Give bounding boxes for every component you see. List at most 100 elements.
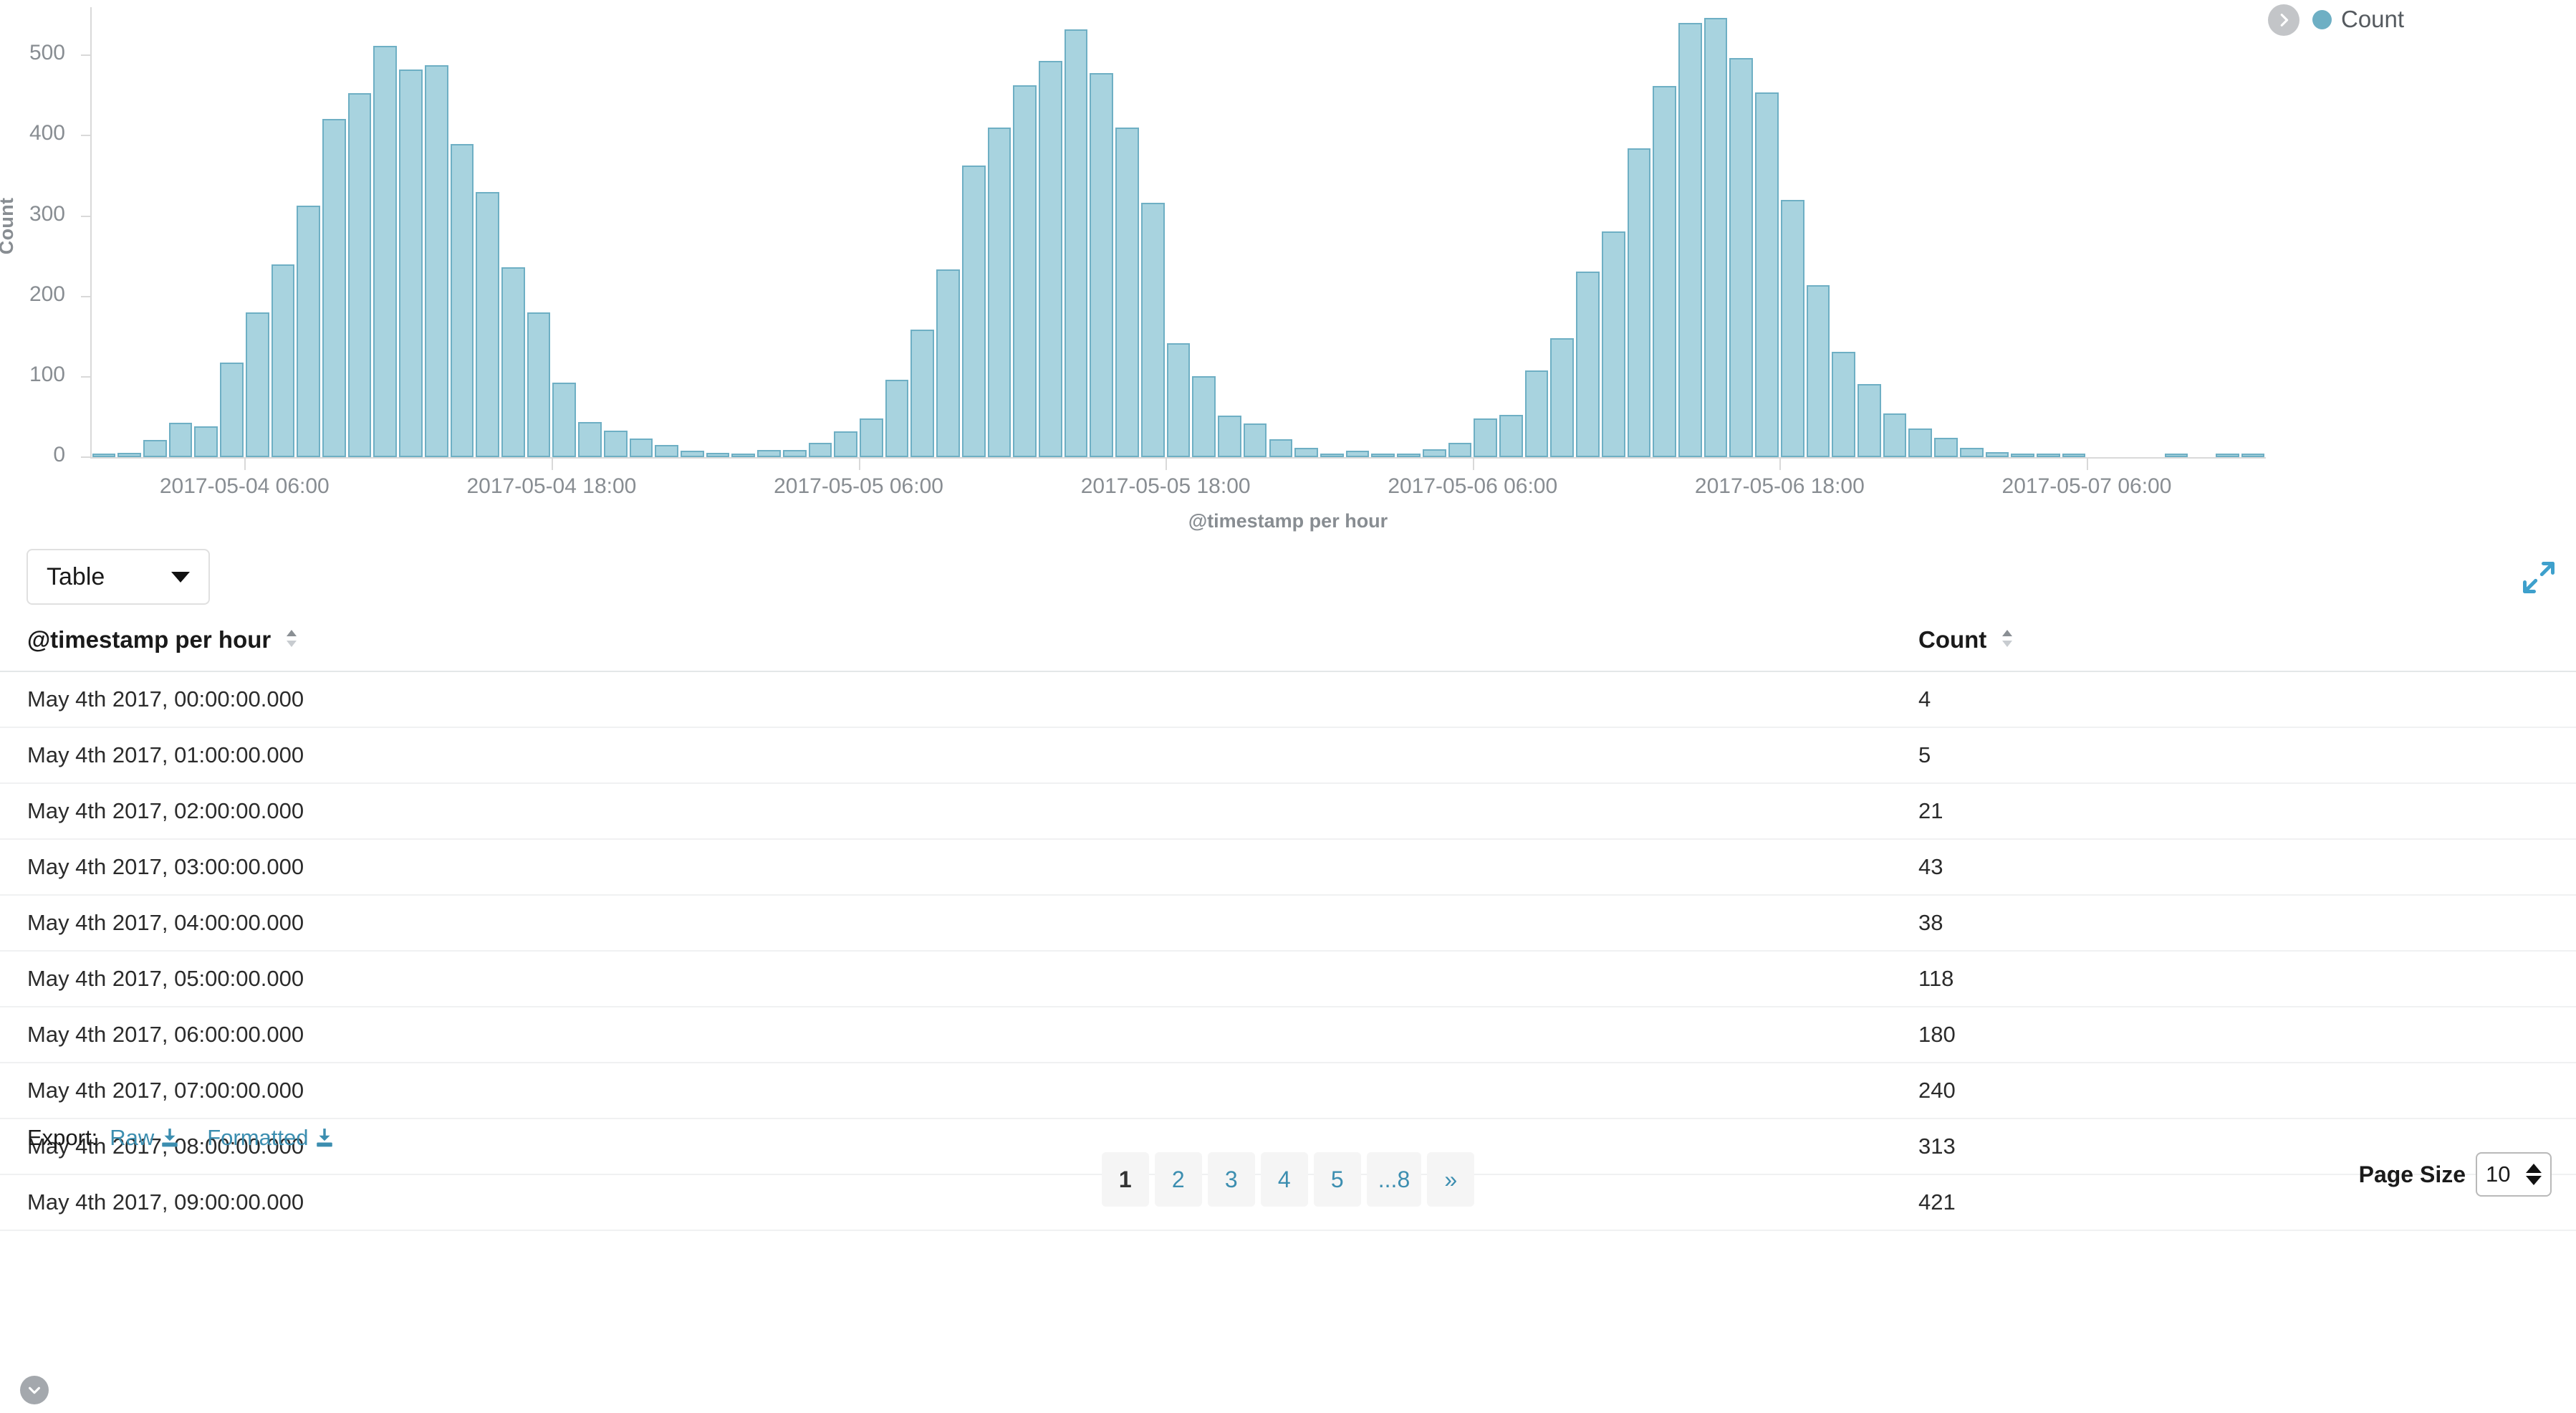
- histogram-bar[interactable]: [834, 431, 857, 457]
- histogram-bar[interactable]: [1218, 415, 1241, 457]
- stepper-down-icon[interactable]: [2526, 1176, 2542, 1185]
- histogram-bar[interactable]: [1883, 413, 1907, 457]
- histogram-bar[interactable]: [782, 449, 807, 457]
- histogram-bar[interactable]: [2062, 454, 2086, 457]
- histogram-bar[interactable]: [578, 421, 602, 457]
- histogram-bar[interactable]: [552, 382, 577, 457]
- histogram-bar[interactable]: [220, 362, 244, 457]
- expand-panel-button[interactable]: [2520, 559, 2557, 596]
- histogram-bar[interactable]: [910, 329, 935, 457]
- sort-updown-icon[interactable]: [284, 628, 299, 655]
- histogram-bar[interactable]: [117, 453, 141, 457]
- histogram-bar[interactable]: [1627, 148, 1651, 457]
- footer-collapse-toggle[interactable]: [20, 1376, 49, 1404]
- histogram-bar[interactable]: [245, 312, 269, 457]
- histogram-bar[interactable]: [1269, 439, 1293, 457]
- histogram-bar[interactable]: [1115, 128, 1139, 457]
- table-row[interactable]: May 4th 2017, 01:00:00.000 5: [0, 727, 2576, 784]
- histogram-bar[interactable]: [706, 453, 730, 457]
- page-size-input[interactable]: 10: [2476, 1152, 2552, 1197]
- histogram-bar[interactable]: [1422, 449, 1446, 457]
- histogram-bar[interactable]: [1243, 423, 1267, 457]
- pagination-next-button[interactable]: »: [1427, 1152, 1475, 1207]
- column-header-timestamp[interactable]: @timestamp per hour: [0, 626, 1891, 672]
- histogram-bar[interactable]: [1806, 285, 1830, 457]
- histogram-bar[interactable]: [731, 454, 756, 457]
- table-row[interactable]: May 4th 2017, 07:00:00.000 240: [0, 1063, 2576, 1119]
- histogram-bar[interactable]: [1397, 454, 1421, 457]
- histogram-bar[interactable]: [1729, 57, 1754, 457]
- histogram-bar[interactable]: [297, 206, 320, 457]
- chart-legend[interactable]: Count: [2312, 6, 2404, 33]
- histogram-bar[interactable]: [860, 418, 883, 457]
- histogram-bar[interactable]: [2164, 454, 2188, 457]
- table-row[interactable]: May 4th 2017, 03:00:00.000 43: [0, 839, 2576, 896]
- histogram-bar[interactable]: [1576, 271, 1600, 457]
- histogram-bar[interactable]: [1192, 375, 1216, 457]
- histogram-bar[interactable]: [885, 380, 909, 457]
- histogram-bar[interactable]: [322, 118, 346, 457]
- table-row[interactable]: May 4th 2017, 05:00:00.000 118: [0, 951, 2576, 1007]
- histogram-bar[interactable]: [1985, 452, 2009, 457]
- histogram-bar[interactable]: [1039, 61, 1062, 457]
- table-row[interactable]: May 4th 2017, 06:00:00.000 180: [0, 1007, 2576, 1063]
- histogram-bar[interactable]: [347, 93, 372, 457]
- histogram-bar[interactable]: [1524, 370, 1549, 457]
- histogram-bar[interactable]: [450, 143, 474, 457]
- column-header-count[interactable]: Count: [1891, 626, 2576, 672]
- export-raw-link[interactable]: Raw: [110, 1125, 179, 1151]
- histogram-bar[interactable]: [1780, 200, 1804, 457]
- table-row[interactable]: May 4th 2017, 04:00:00.000 38: [0, 895, 2576, 952]
- histogram-bar[interactable]: [2037, 454, 2060, 457]
- table-row[interactable]: May 4th 2017, 09:00:00.000 421: [0, 1174, 2576, 1231]
- histogram-bar[interactable]: [194, 426, 218, 457]
- histogram-bar[interactable]: [1908, 428, 1933, 457]
- table-row[interactable]: May 4th 2017, 00:00:00.000 4: [0, 671, 2576, 728]
- histogram-bar[interactable]: [1678, 23, 1702, 457]
- histogram-bar[interactable]: [1474, 418, 1497, 457]
- pagination-page-button[interactable]: 2: [1154, 1152, 1202, 1207]
- pagination-page-button[interactable]: ...8: [1366, 1152, 1422, 1207]
- pagination-page-button[interactable]: 3: [1207, 1152, 1255, 1207]
- view-mode-select[interactable]: Table: [27, 549, 210, 605]
- stepper-up-icon[interactable]: [2526, 1164, 2542, 1173]
- histogram-bar[interactable]: [1499, 414, 1523, 457]
- histogram-bar[interactable]: [373, 45, 398, 457]
- histogram-bar[interactable]: [629, 439, 653, 457]
- histogram-bar[interactable]: [1140, 202, 1165, 457]
- histogram-bar[interactable]: [655, 445, 678, 457]
- histogram-bar[interactable]: [1345, 451, 1370, 457]
- histogram-bar[interactable]: [2011, 454, 2035, 457]
- histogram-bar[interactable]: [168, 422, 193, 457]
- histogram-bar[interactable]: [1013, 85, 1037, 457]
- pagination-page-button[interactable]: 4: [1260, 1152, 1308, 1207]
- histogram-bar[interactable]: [1601, 231, 1625, 457]
- histogram-bar[interactable]: [92, 454, 116, 457]
- histogram-bar[interactable]: [476, 191, 499, 457]
- histogram-bar[interactable]: [1294, 447, 1318, 457]
- pagination-page-button[interactable]: 1: [1101, 1152, 1149, 1207]
- histogram-bar[interactable]: [1857, 383, 1881, 457]
- histogram-bar[interactable]: [681, 451, 704, 457]
- histogram-bar[interactable]: [1371, 454, 1395, 457]
- table-row[interactable]: May 4th 2017, 08:00:00.000 313: [0, 1119, 2576, 1175]
- histogram-bar[interactable]: [501, 267, 525, 457]
- histogram-bar[interactable]: [961, 165, 986, 457]
- histogram-bar[interactable]: [1320, 454, 1344, 457]
- histogram-bar[interactable]: [1959, 447, 1984, 457]
- histogram-bar[interactable]: [424, 64, 448, 457]
- histogram-bar[interactable]: [1166, 343, 1191, 457]
- histogram-bar[interactable]: [143, 440, 167, 457]
- histogram-bar[interactable]: [808, 442, 832, 457]
- histogram-bar[interactable]: [271, 264, 295, 457]
- export-formatted-link[interactable]: Formatted: [207, 1125, 333, 1151]
- histogram-bar[interactable]: [936, 269, 960, 457]
- table-row[interactable]: May 4th 2017, 02:00:00.000 21: [0, 783, 2576, 840]
- histogram-bar[interactable]: [527, 312, 551, 457]
- histogram-bar[interactable]: [1550, 338, 1575, 457]
- histogram-bar[interactable]: [1448, 442, 1472, 457]
- histogram-bar[interactable]: [2216, 454, 2239, 457]
- histogram-bar[interactable]: [1090, 72, 1114, 457]
- histogram-bar[interactable]: [987, 128, 1011, 457]
- histogram-bar[interactable]: [2241, 454, 2265, 457]
